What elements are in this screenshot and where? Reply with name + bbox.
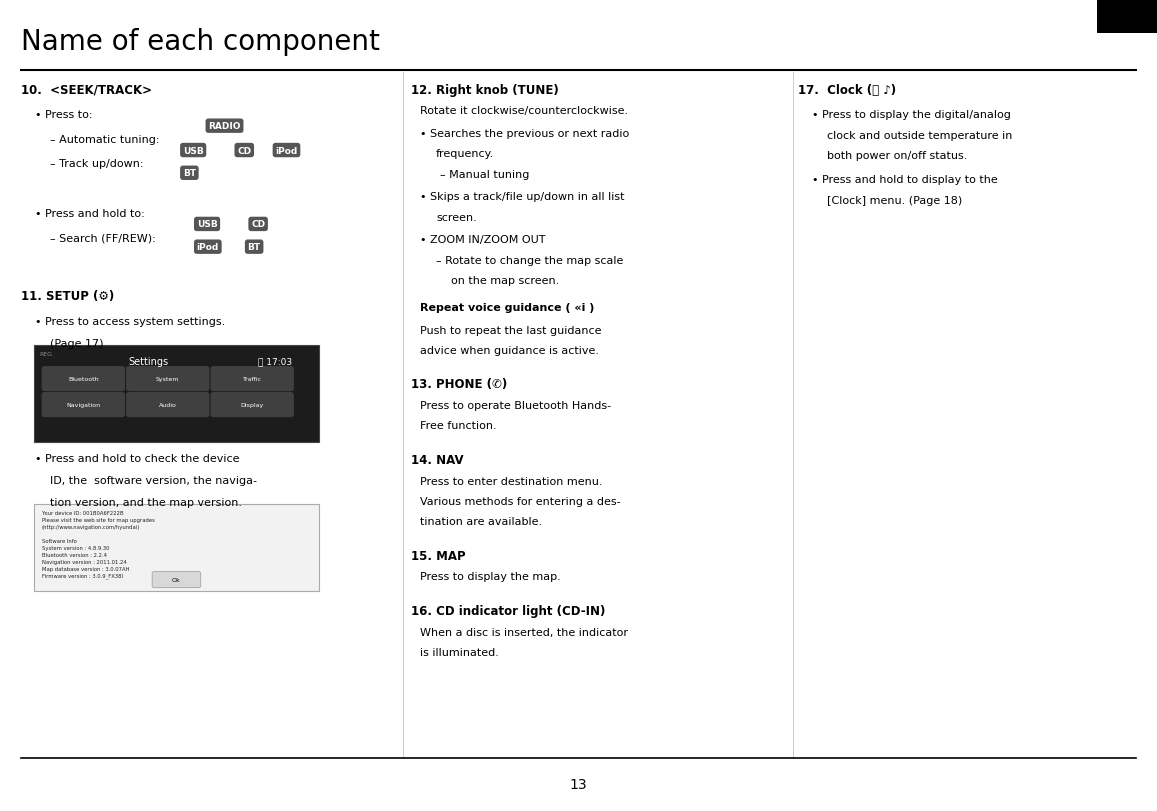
Text: [Clock] menu. (Page 18): [Clock] menu. (Page 18): [827, 195, 963, 205]
FancyBboxPatch shape: [42, 393, 125, 418]
Text: • Searches the previous or next radio: • Searches the previous or next radio: [420, 129, 629, 139]
Text: ⏰ 17:03: ⏰ 17:03: [258, 357, 292, 366]
Text: RADIO: RADIO: [208, 122, 241, 131]
Text: 13: 13: [569, 777, 588, 792]
Text: CD: CD: [251, 220, 265, 230]
Text: 14. NAV: 14. NAV: [411, 453, 463, 466]
Text: 11. SETUP (⚙): 11. SETUP (⚙): [21, 290, 115, 303]
Text: • ZOOM IN/ZOOM OUT: • ZOOM IN/ZOOM OUT: [420, 235, 545, 245]
Text: iPod: iPod: [275, 146, 297, 156]
Text: • Press and hold to display to the: • Press and hold to display to the: [812, 175, 998, 185]
Text: Press to enter destination menu.: Press to enter destination menu.: [420, 476, 603, 486]
Text: USB: USB: [183, 146, 204, 156]
FancyBboxPatch shape: [211, 367, 294, 392]
Text: 12. Right knob (TUNE): 12. Right knob (TUNE): [411, 84, 559, 97]
Text: Audio: Audio: [159, 402, 177, 408]
Text: tion version, and the map version.: tion version, and the map version.: [50, 497, 242, 507]
Text: • Press and hold to:: • Press and hold to:: [35, 208, 145, 218]
Text: Press to operate Bluetooth Hands-: Press to operate Bluetooth Hands-: [420, 401, 611, 410]
FancyBboxPatch shape: [211, 393, 294, 418]
Text: CD: CD: [237, 146, 251, 156]
Text: Navigation: Navigation: [66, 402, 101, 408]
Text: Repeat voice guidance ( «i ): Repeat voice guidance ( «i ): [420, 303, 595, 312]
Text: • Press to access system settings.: • Press to access system settings.: [35, 316, 224, 326]
Text: frequency.: frequency.: [436, 149, 494, 159]
Text: – Automatic tuning:: – Automatic tuning:: [50, 135, 163, 144]
Bar: [1097, 0, 1157, 34]
Text: Traffic: Traffic: [243, 376, 261, 382]
Text: both power on/off status.: both power on/off status.: [827, 151, 967, 161]
FancyBboxPatch shape: [126, 393, 209, 418]
Text: Press to display the map.: Press to display the map.: [420, 572, 561, 581]
Text: iPod: iPod: [197, 242, 219, 252]
FancyBboxPatch shape: [126, 367, 209, 392]
Text: Free function.: Free function.: [420, 421, 496, 431]
Text: BT: BT: [248, 242, 260, 252]
Text: Rotate it clockwise/counterclockwise.: Rotate it clockwise/counterclockwise.: [420, 106, 628, 116]
Text: – Rotate to change the map scale: – Rotate to change the map scale: [436, 255, 624, 265]
Text: clock and outside temperature in: clock and outside temperature in: [827, 131, 1012, 140]
Text: 17.  Clock (⏰ ♪): 17. Clock (⏰ ♪): [798, 84, 897, 97]
Text: USB: USB: [197, 220, 218, 230]
Text: Push to repeat the last guidance: Push to repeat the last guidance: [420, 325, 602, 335]
Text: ID, the  software version, the naviga-: ID, the software version, the naviga-: [50, 475, 257, 485]
Text: 15. MAP: 15. MAP: [411, 549, 465, 562]
Text: is illuminated.: is illuminated.: [420, 647, 499, 657]
Text: 10.  <SEEK/TRACK>: 10. <SEEK/TRACK>: [21, 84, 152, 97]
Text: Various methods for entering a des-: Various methods for entering a des-: [420, 496, 620, 506]
Text: tination are available.: tination are available.: [420, 517, 543, 526]
Text: advice when guidance is active.: advice when guidance is active.: [420, 345, 599, 355]
Text: 13. PHONE (✆): 13. PHONE (✆): [411, 378, 507, 391]
FancyBboxPatch shape: [42, 367, 125, 392]
Text: screen.: screen.: [436, 212, 477, 222]
Text: • Press to display the digital/analog: • Press to display the digital/analog: [812, 110, 1011, 120]
Text: REG: REG: [39, 351, 52, 356]
FancyBboxPatch shape: [153, 572, 201, 588]
Text: Bluetooth: Bluetooth: [68, 376, 98, 382]
Text: 16. CD indicator light (CD-IN): 16. CD indicator light (CD-IN): [411, 604, 605, 617]
FancyBboxPatch shape: [34, 504, 319, 591]
Text: Your device ID: 001B0A6F222B
Please visit the web site for map upgrades
(http://: Your device ID: 001B0A6F222B Please visi…: [42, 510, 155, 579]
Text: System: System: [156, 376, 179, 382]
Text: Settings: Settings: [128, 357, 169, 367]
Text: BT: BT: [183, 169, 196, 178]
Text: – Track up/down:: – Track up/down:: [50, 159, 147, 169]
Text: • Press to:: • Press to:: [35, 110, 93, 120]
Text: • Skips a track/file up/down in all list: • Skips a track/file up/down in all list: [420, 192, 625, 202]
Text: • Press and hold to check the device: • Press and hold to check the device: [35, 453, 239, 463]
Text: Ok: Ok: [172, 577, 180, 582]
Text: Name of each component: Name of each component: [21, 28, 379, 56]
FancyBboxPatch shape: [34, 345, 319, 443]
Text: on the map screen.: on the map screen.: [451, 276, 560, 285]
Text: Display: Display: [241, 402, 264, 408]
Text: (Page 17): (Page 17): [50, 338, 103, 348]
Text: – Search (FF/REW):: – Search (FF/REW):: [50, 233, 159, 242]
Text: When a disc is inserted, the indicator: When a disc is inserted, the indicator: [420, 627, 628, 637]
Text: – Manual tuning: – Manual tuning: [440, 169, 529, 179]
